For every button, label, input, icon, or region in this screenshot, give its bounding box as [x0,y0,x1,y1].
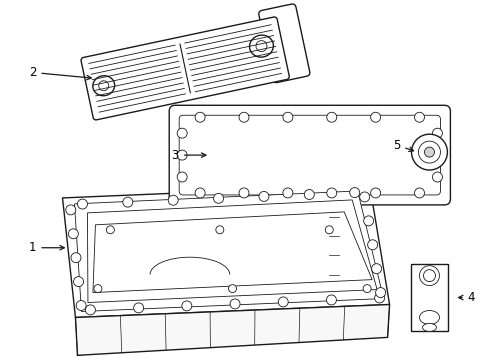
Ellipse shape [283,112,292,122]
Polygon shape [93,212,371,293]
FancyBboxPatch shape [179,115,440,195]
Ellipse shape [419,310,439,324]
Ellipse shape [423,270,435,282]
Ellipse shape [195,188,204,198]
Ellipse shape [122,197,133,207]
Text: 4: 4 [458,291,474,304]
Ellipse shape [177,172,187,182]
Ellipse shape [419,266,439,285]
Ellipse shape [215,226,224,234]
Ellipse shape [370,112,380,122]
Text: 5: 5 [392,139,413,152]
Ellipse shape [326,112,336,122]
Ellipse shape [213,193,223,203]
Ellipse shape [326,295,336,305]
Ellipse shape [76,301,86,310]
Text: 2: 2 [29,66,91,80]
Ellipse shape [367,240,377,250]
Ellipse shape [325,226,332,234]
Ellipse shape [304,189,314,199]
Text: 3: 3 [171,149,205,162]
Ellipse shape [85,305,95,315]
Ellipse shape [168,195,178,205]
Ellipse shape [99,81,108,91]
Ellipse shape [431,172,442,182]
Ellipse shape [431,128,442,138]
FancyBboxPatch shape [258,4,309,82]
Ellipse shape [177,150,187,160]
Polygon shape [62,185,389,318]
Ellipse shape [326,188,336,198]
Polygon shape [74,191,383,311]
Ellipse shape [68,229,78,239]
Ellipse shape [73,276,83,287]
Ellipse shape [349,188,359,198]
Ellipse shape [195,112,204,122]
Ellipse shape [370,188,380,198]
Ellipse shape [363,216,373,226]
Ellipse shape [259,192,268,201]
Ellipse shape [77,199,87,209]
Ellipse shape [359,192,369,202]
Ellipse shape [106,226,114,234]
Ellipse shape [278,297,287,307]
Ellipse shape [424,147,433,157]
Polygon shape [75,305,389,355]
Ellipse shape [375,288,385,298]
Ellipse shape [371,264,381,274]
Text: 1: 1 [29,241,64,254]
Ellipse shape [182,301,191,311]
Ellipse shape [374,293,384,303]
Ellipse shape [229,299,240,309]
Ellipse shape [228,285,236,293]
Ellipse shape [249,35,273,57]
Ellipse shape [422,323,436,332]
Ellipse shape [431,150,442,160]
Bar [410,264,447,332]
Ellipse shape [363,285,370,293]
Ellipse shape [133,303,143,313]
Ellipse shape [239,112,248,122]
Ellipse shape [283,188,292,198]
Ellipse shape [414,188,424,198]
Ellipse shape [414,112,424,122]
Polygon shape [87,200,376,302]
Ellipse shape [66,205,76,215]
Ellipse shape [93,76,114,96]
Ellipse shape [411,134,447,170]
Ellipse shape [418,141,440,163]
FancyBboxPatch shape [169,105,449,205]
FancyBboxPatch shape [81,17,289,120]
Ellipse shape [177,128,187,138]
Ellipse shape [94,285,102,293]
Ellipse shape [239,188,248,198]
Ellipse shape [255,41,266,51]
Ellipse shape [71,253,81,263]
